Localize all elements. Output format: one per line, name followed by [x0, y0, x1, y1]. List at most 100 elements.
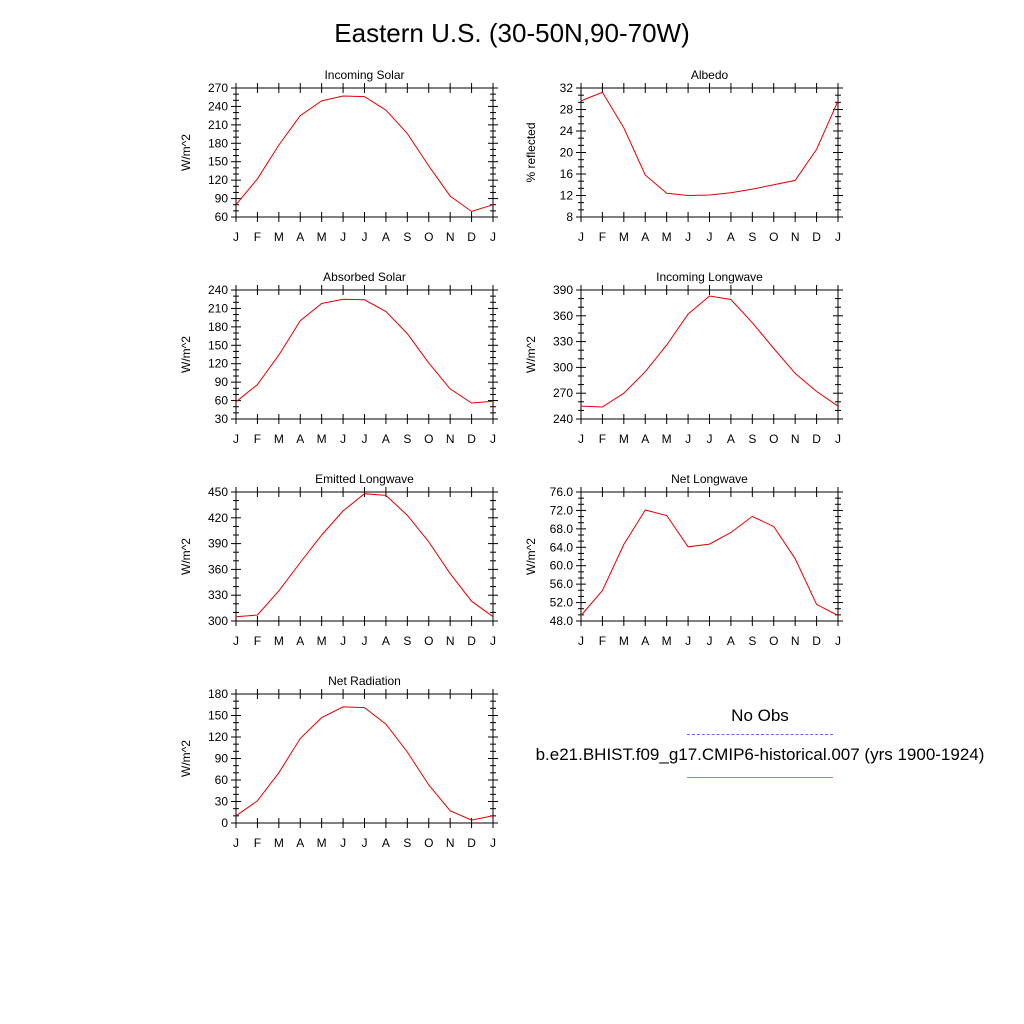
x-tick-label: M	[317, 634, 327, 648]
x-tick-label: J	[578, 634, 584, 648]
x-tick-label: A	[382, 634, 390, 648]
y-tick-label: 150	[208, 338, 228, 352]
y-tick-label: 12	[560, 189, 574, 203]
y-tick-label: 150	[208, 709, 228, 723]
x-tick-label: J	[362, 230, 368, 244]
legend: No Obs b.e21.BHIST.f09_g17.CMIP6-histori…	[525, 700, 995, 778]
x-tick-label: F	[254, 836, 261, 850]
y-tick-label: 180	[208, 136, 228, 150]
y-axis-label: W/m^2	[179, 336, 193, 373]
y-tick-label: 270	[208, 81, 228, 95]
y-tick-label: 330	[553, 335, 573, 349]
y-tick-label: 28	[560, 103, 574, 117]
chart-panel-1: Incoming Solar W/m^2 60 90 120 150 180 210 240 27…	[179, 68, 498, 244]
y-tick-label: 30	[215, 795, 229, 809]
series-line	[580, 509, 839, 616]
chart-panel-3: Absorbed Solar W/m^2 30 60 90 120 150 180 210 240…	[179, 270, 498, 446]
x-tick-label: S	[748, 634, 756, 648]
x-tick-label: J	[340, 634, 346, 648]
y-tick-label: 76.0	[550, 485, 574, 499]
plot-frame	[580, 87, 839, 218]
x-tick-label: N	[791, 634, 800, 648]
y-tick-label: 60	[215, 773, 229, 787]
x-tick-label: J	[578, 230, 584, 244]
y-axis-label: W/m^2	[524, 538, 538, 575]
x-tick-label: D	[812, 432, 821, 446]
x-tick-label: J	[578, 432, 584, 446]
y-tick-label: 120	[208, 173, 228, 187]
x-tick-label: M	[274, 634, 284, 648]
y-tick-label: 390	[553, 283, 573, 297]
x-tick-label: A	[296, 230, 304, 244]
y-tick-label: 20	[560, 146, 574, 160]
y-tick-label: 360	[553, 309, 573, 323]
y-tick-label: 60	[215, 394, 229, 408]
x-tick-label: J	[490, 634, 496, 648]
x-tick-label: J	[685, 634, 691, 648]
y-tick-label: 60.0	[550, 559, 574, 573]
x-tick-label: M	[274, 836, 284, 850]
y-tick-label: 24	[560, 124, 574, 138]
x-tick-label: A	[641, 432, 649, 446]
x-tick-label: S	[403, 432, 411, 446]
y-tick-label: 60	[215, 210, 229, 224]
x-tick-label: J	[685, 432, 691, 446]
x-tick-label: F	[254, 230, 261, 244]
y-tick-label: 120	[208, 730, 228, 744]
x-tick-label: J	[707, 634, 713, 648]
y-tick-label: 390	[208, 537, 228, 551]
chart-panel-5: Emitted Longwave W/m^2 300 330 360 390 420 450 J…	[179, 472, 498, 648]
y-tick-label: 72.0	[550, 503, 574, 517]
legend-obs-line	[687, 734, 833, 735]
y-axis-label: % reflected	[524, 122, 538, 182]
y-tick-label: 360	[208, 562, 228, 576]
y-tick-label: 210	[208, 118, 228, 132]
x-tick-label: M	[619, 432, 629, 446]
panel-title: Emitted Longwave	[315, 472, 414, 486]
x-tick-label: D	[812, 634, 821, 648]
x-tick-label: J	[685, 230, 691, 244]
series-line	[235, 298, 494, 404]
x-tick-label: J	[340, 836, 346, 850]
x-tick-label: O	[424, 230, 433, 244]
x-tick-label: J	[490, 432, 496, 446]
x-tick-label: M	[317, 836, 327, 850]
x-tick-label: J	[362, 836, 368, 850]
series-line	[235, 493, 494, 618]
x-tick-label: J	[233, 634, 239, 648]
legend-model-label: b.e21.BHIST.f09_g17.CMIP6-historical.007…	[535, 745, 985, 764]
legend-model-line	[687, 777, 833, 778]
y-tick-label: 240	[208, 99, 228, 113]
x-tick-label: A	[727, 634, 735, 648]
x-tick-label: S	[403, 230, 411, 244]
panel-title: Net Radiation	[328, 674, 401, 688]
y-tick-label: 30	[215, 412, 229, 426]
x-tick-label: F	[599, 634, 606, 648]
x-tick-label: A	[382, 230, 390, 244]
y-tick-label: 150	[208, 155, 228, 169]
x-tick-label: N	[791, 432, 800, 446]
y-tick-label: 210	[208, 301, 228, 315]
x-tick-label: M	[619, 634, 629, 648]
x-tick-label: D	[467, 432, 476, 446]
series-line	[235, 95, 494, 213]
panel-title: Albedo	[691, 68, 729, 82]
x-tick-label: J	[490, 230, 496, 244]
x-tick-label: F	[254, 634, 261, 648]
x-tick-label: D	[812, 230, 821, 244]
y-tick-label: 0	[221, 816, 228, 830]
y-tick-label: 300	[553, 360, 573, 374]
x-tick-label: F	[599, 230, 606, 244]
chart-panel-6: Net Longwave W/m^2 48.0 52.0 56.0 60.0 64.0 68.…	[524, 472, 843, 648]
x-tick-label: O	[769, 432, 778, 446]
x-tick-label: N	[446, 432, 455, 446]
x-tick-label: A	[296, 836, 304, 850]
x-tick-label: M	[662, 230, 672, 244]
x-tick-label: A	[727, 230, 735, 244]
y-tick-label: 450	[208, 485, 228, 499]
series-line	[580, 295, 839, 408]
y-tick-label: 270	[553, 386, 573, 400]
x-tick-label: J	[340, 432, 346, 446]
